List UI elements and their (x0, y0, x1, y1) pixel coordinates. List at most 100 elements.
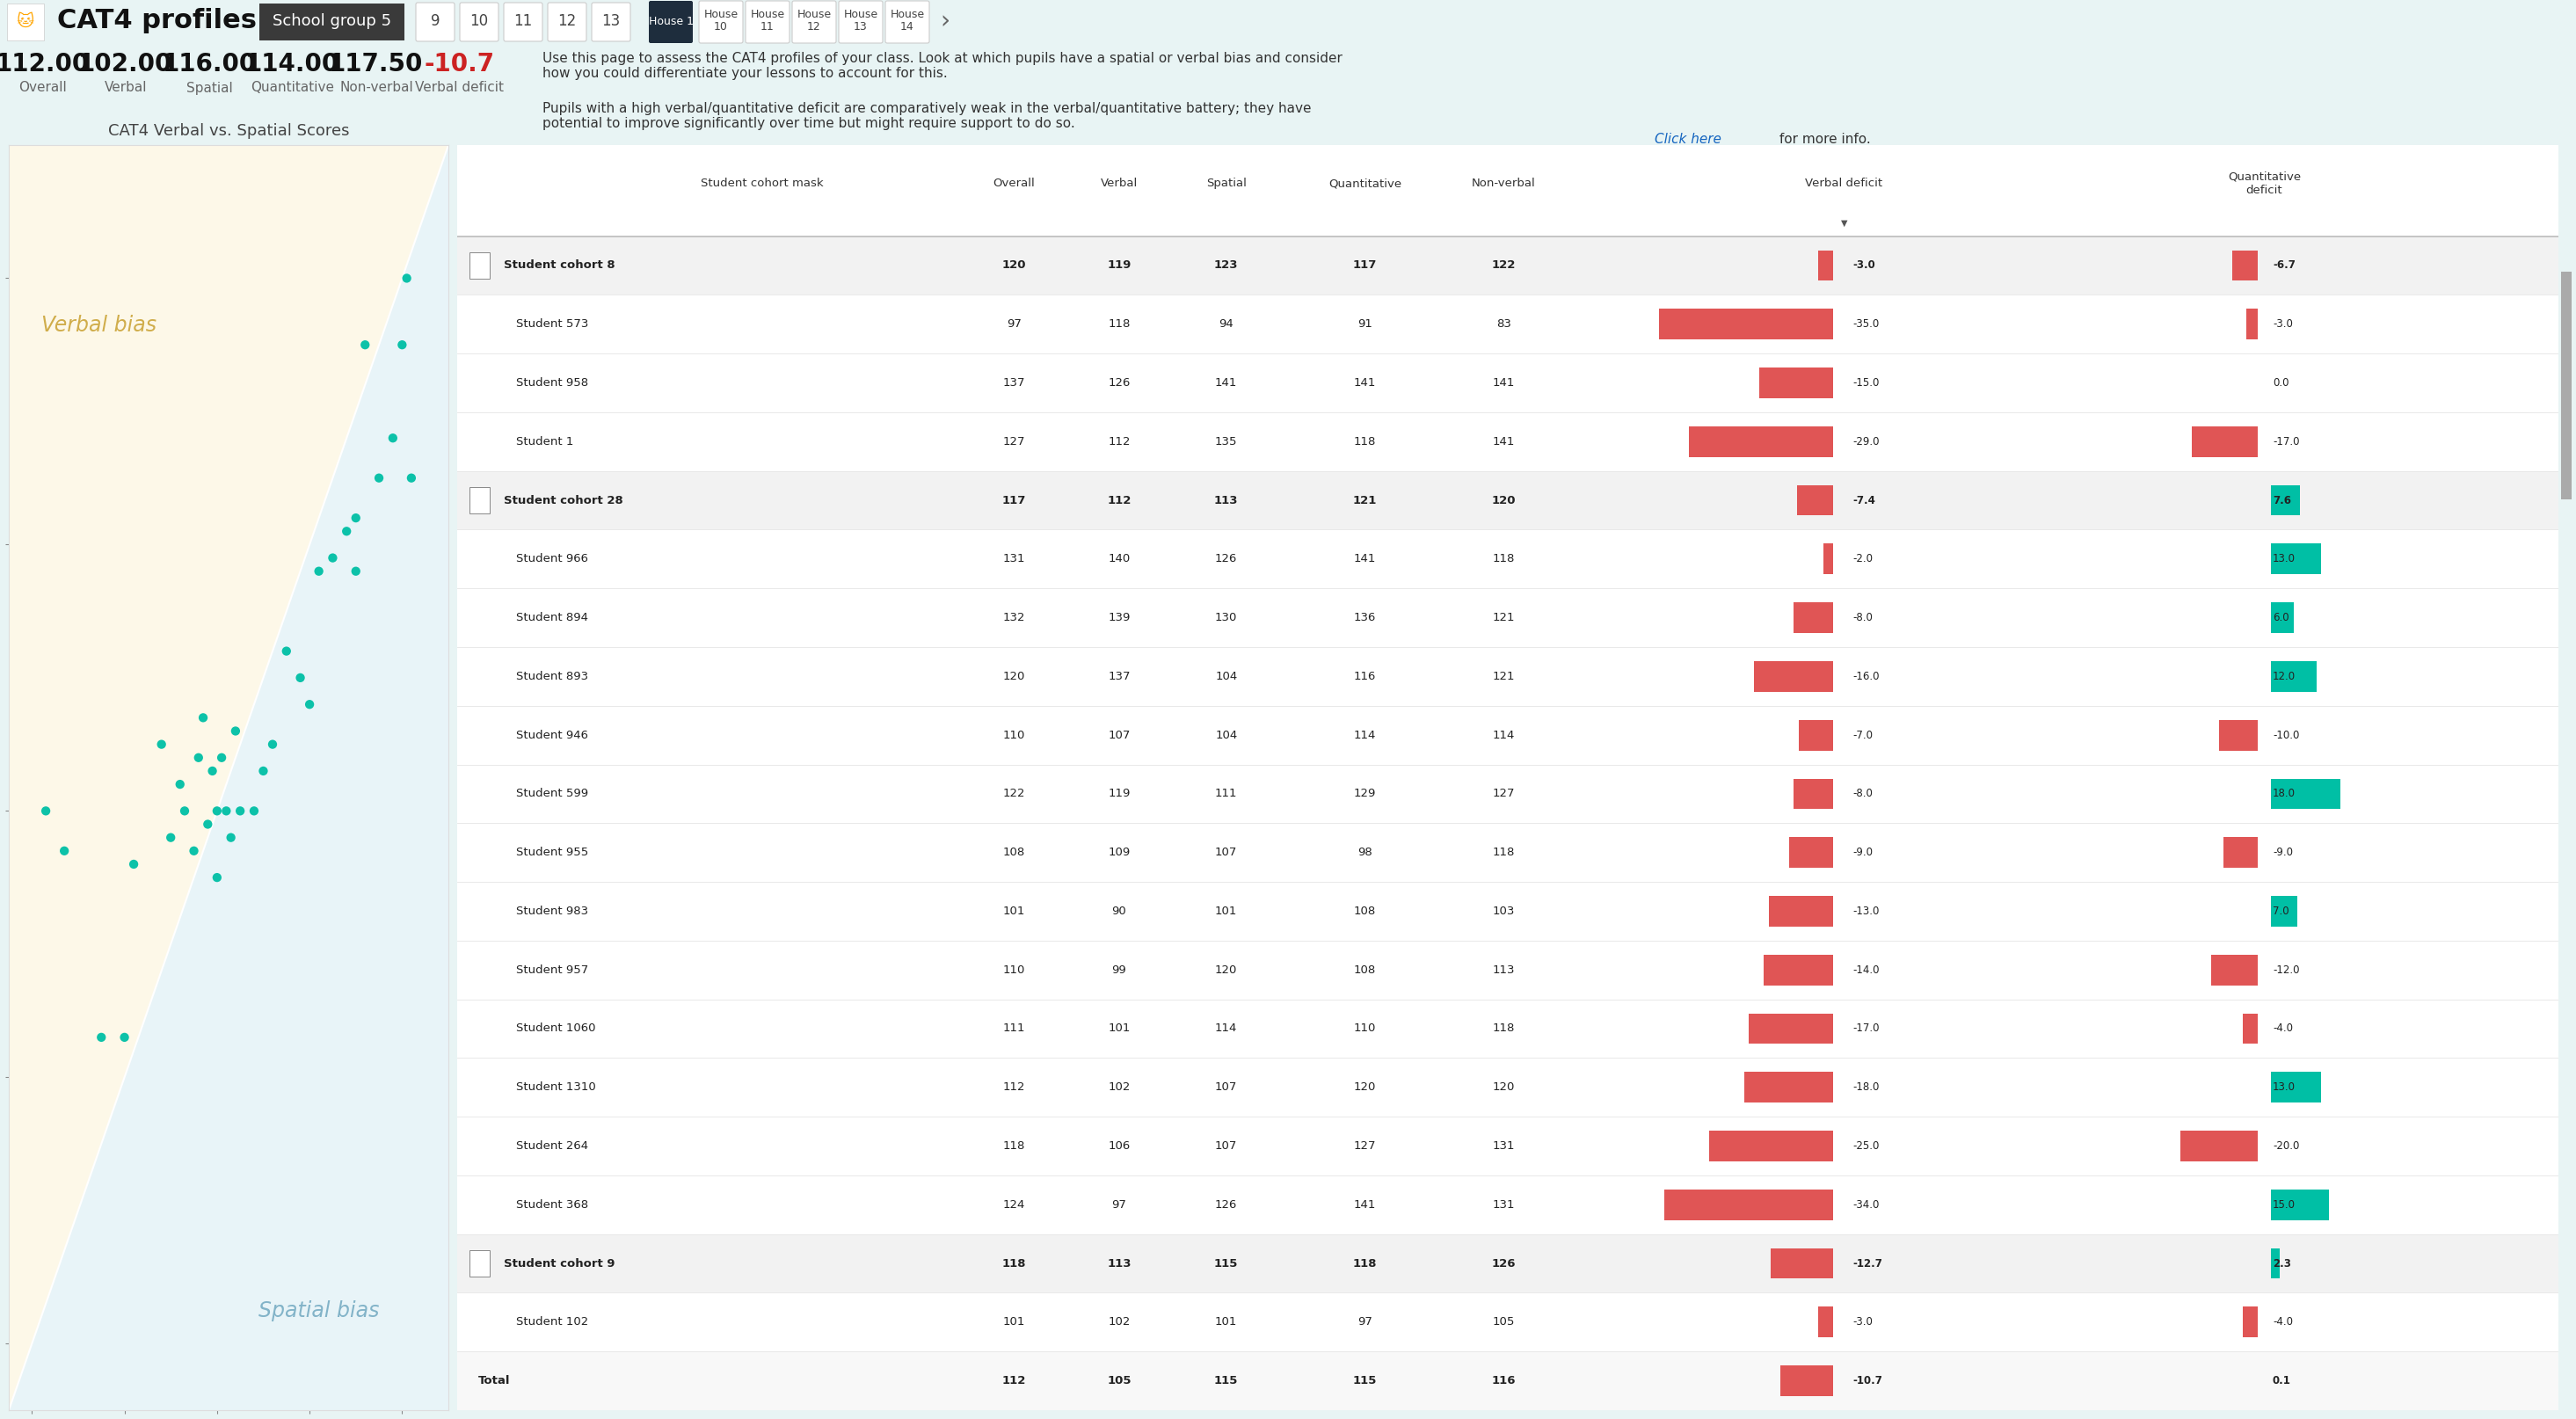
Text: 129: 129 (1355, 788, 1376, 799)
Point (327, 519, 368, 542)
Point (299, 561, 340, 583)
Bar (1788, 837, 1834, 868)
Text: House
13: House 13 (842, 10, 878, 33)
Text: 101: 101 (1216, 905, 1236, 917)
Point (392, 467, 433, 490)
Bar (1824, 543, 1834, 575)
Text: 103: 103 (1492, 905, 1515, 917)
Bar (456, 1351, 2558, 1410)
Text: -18.0: -18.0 (1852, 1081, 1878, 1093)
Text: -8.0: -8.0 (1852, 788, 1873, 799)
Polygon shape (8, 145, 448, 1410)
Text: 113: 113 (1213, 495, 1239, 507)
Bar (2192, 426, 2259, 457)
Text: 120: 120 (1216, 965, 1236, 976)
Point (335, 507, 376, 529)
Point (149, 826, 191, 849)
Text: Student 893: Student 893 (515, 671, 587, 683)
Text: 121: 121 (1492, 671, 1515, 683)
Text: 105: 105 (1492, 1317, 1515, 1328)
Text: Use this page to assess the CAT4 profiles of your class. Look at which pupils ha: Use this page to assess the CAT4 profile… (544, 51, 1342, 81)
Bar (456, 1175, 2558, 1235)
Text: 108: 108 (1002, 847, 1025, 858)
Point (211, 826, 252, 849)
Text: 117: 117 (1352, 260, 1378, 271)
Text: 101: 101 (1002, 1317, 1025, 1328)
Text: 112: 112 (1002, 1081, 1025, 1093)
Text: Non-verbal: Non-verbal (1471, 177, 1535, 189)
Text: 12: 12 (559, 13, 577, 28)
Text: 126: 126 (1492, 1257, 1515, 1269)
Text: Total: Total (479, 1375, 510, 1386)
Bar (456, 941, 2558, 999)
Text: 120: 120 (1355, 1081, 1376, 1093)
Bar (456, 589, 2558, 647)
Bar (1819, 250, 1834, 281)
Point (173, 840, 214, 863)
Bar (2179, 1131, 2259, 1161)
Text: -17.0: -17.0 (2272, 436, 2300, 447)
Bar (1765, 955, 1834, 985)
Bar (2246, 309, 2259, 339)
Text: -14.0: -14.0 (1852, 965, 1880, 976)
Text: House
11: House 11 (750, 10, 786, 33)
Point (234, 799, 276, 822)
Text: -4.0: -4.0 (2272, 1023, 2293, 1034)
FancyBboxPatch shape (459, 3, 500, 41)
Text: 113: 113 (1492, 965, 1515, 976)
Text: Student cohort 9: Student cohort 9 (502, 1257, 616, 1269)
Point (252, 734, 294, 756)
Text: Verbal: Verbal (1100, 177, 1139, 189)
Text: 13.0: 13.0 (2272, 553, 2295, 565)
Text: 12.0: 12.0 (2272, 671, 2295, 683)
Bar (1780, 1365, 1834, 1396)
Point (191, 759, 232, 782)
Text: -7.0: -7.0 (1852, 729, 1873, 741)
Text: House
14: House 14 (891, 10, 925, 33)
Text: Student 1310: Student 1310 (515, 1081, 595, 1093)
Bar (1793, 779, 1834, 809)
Text: 118: 118 (1002, 1141, 1025, 1152)
Text: Quantitative: Quantitative (1329, 177, 1401, 189)
FancyBboxPatch shape (793, 1, 837, 43)
Bar (1690, 426, 1834, 457)
FancyBboxPatch shape (415, 3, 453, 41)
Text: 131: 131 (1492, 1141, 1515, 1152)
Bar (2269, 485, 2300, 515)
Text: 122: 122 (1002, 788, 1025, 799)
Text: 118: 118 (1492, 1023, 1515, 1034)
Bar (1749, 1013, 1834, 1044)
Text: 101: 101 (1108, 1023, 1131, 1034)
Text: 13.0: 13.0 (2272, 1081, 2295, 1093)
Bar (456, 705, 2558, 765)
Bar (1770, 1249, 1834, 1279)
Text: 141: 141 (1355, 553, 1376, 565)
Text: 115: 115 (1213, 1257, 1239, 1269)
Text: 112: 112 (1002, 1375, 1025, 1386)
Text: -16.0: -16.0 (1852, 671, 1880, 683)
Text: 126: 126 (1108, 377, 1131, 389)
Point (103, 1026, 144, 1049)
Bar (456, 353, 2558, 413)
Text: 119: 119 (1108, 788, 1131, 799)
Text: -10.7: -10.7 (1852, 1375, 1883, 1386)
Text: 110: 110 (1002, 965, 1025, 976)
Text: 116: 116 (1492, 1375, 1515, 1386)
Text: 114.00: 114.00 (245, 53, 340, 77)
Text: -20.0: -20.0 (2272, 1141, 2300, 1152)
Bar (456, 145, 2558, 236)
Text: 117: 117 (1002, 495, 1025, 507)
Bar (2269, 661, 2316, 691)
Bar (469, 1250, 489, 1277)
Text: 107: 107 (1108, 729, 1131, 741)
Bar (2269, 1189, 2329, 1220)
Text: 126: 126 (1216, 553, 1236, 565)
FancyBboxPatch shape (592, 3, 631, 41)
Point (374, 427, 415, 450)
Bar (469, 253, 489, 278)
Text: Verbal: Verbal (106, 81, 147, 95)
Bar (456, 1117, 2558, 1175)
Text: 108: 108 (1355, 965, 1376, 976)
Text: 132: 132 (1002, 612, 1025, 623)
Text: 13: 13 (603, 13, 621, 28)
